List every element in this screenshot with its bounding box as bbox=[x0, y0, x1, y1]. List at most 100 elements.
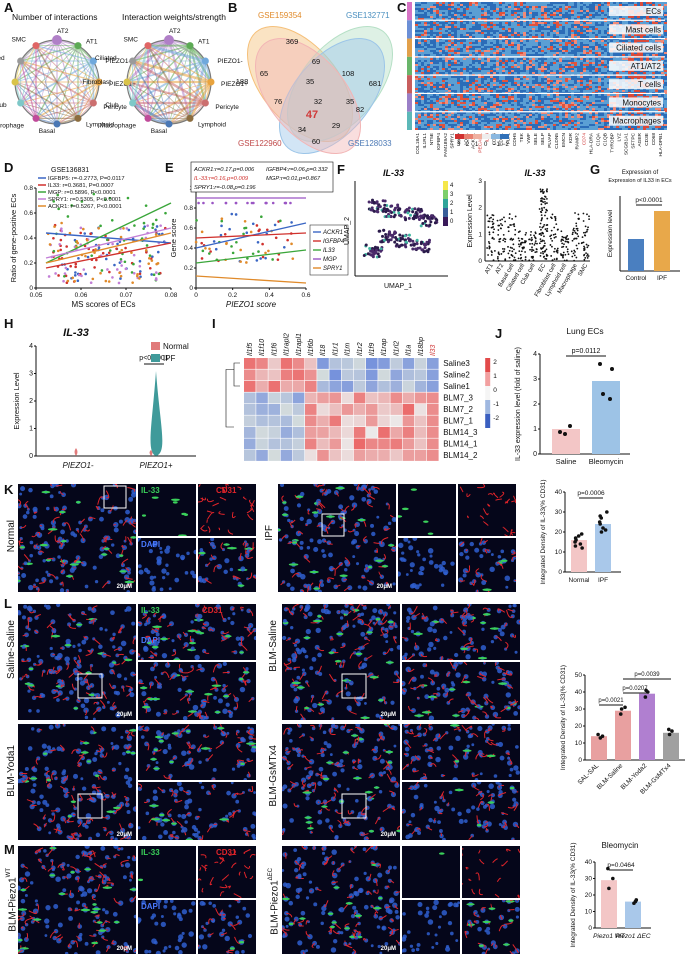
heatmap-cell bbox=[457, 106, 460, 108]
heatmap-cell bbox=[559, 44, 562, 46]
heatmap-cell bbox=[523, 84, 526, 86]
heatmap-cell bbox=[469, 114, 472, 116]
heatmap-cell bbox=[607, 58, 610, 60]
heatmap-cell bbox=[550, 116, 553, 118]
heatmap-cell bbox=[490, 70, 493, 72]
heatmap-cell bbox=[598, 76, 601, 78]
heatmap-cell bbox=[550, 102, 553, 104]
heatmap-cell bbox=[505, 124, 508, 126]
heatmap-cell bbox=[520, 18, 523, 20]
heatmap-cell bbox=[478, 94, 481, 96]
heatmap-cell bbox=[562, 4, 565, 6]
heatmap-cell bbox=[568, 48, 571, 50]
heatmap-cell bbox=[517, 24, 520, 26]
heatmap-cell bbox=[526, 88, 529, 90]
heatmap-cell bbox=[508, 30, 511, 32]
heatmap-cell bbox=[454, 52, 457, 54]
heatmap-cell bbox=[517, 44, 520, 46]
heatmap-cell bbox=[601, 100, 604, 102]
heatmap-cell bbox=[589, 28, 592, 30]
heatmap-cell bbox=[598, 54, 601, 56]
heatmap-cell bbox=[559, 4, 562, 6]
heatmap-cell bbox=[478, 54, 481, 56]
heatmap-cell bbox=[613, 36, 616, 38]
heatmap-cell bbox=[604, 30, 607, 32]
heatmap-cell bbox=[469, 58, 472, 60]
heatmap-cell bbox=[478, 126, 481, 128]
heatmap-cell bbox=[505, 4, 508, 6]
heatmap-cell bbox=[475, 8, 478, 10]
heatmap-cell bbox=[556, 36, 559, 38]
network-edge bbox=[20, 102, 58, 125]
heatmap-cell bbox=[565, 24, 568, 26]
heatmap-cell bbox=[559, 50, 562, 52]
heatmap-cell bbox=[448, 86, 451, 88]
heatmap-cell bbox=[520, 62, 523, 64]
network-node-label: Basal bbox=[151, 128, 168, 135]
heatmap-cell bbox=[610, 34, 613, 36]
heatmap-cell bbox=[439, 2, 442, 4]
heatmap-cell bbox=[532, 76, 535, 78]
heatmap-cell bbox=[436, 2, 439, 4]
heatmap-cell bbox=[511, 44, 514, 46]
network-node-label: Pericyte bbox=[215, 104, 239, 111]
heatmap-cell bbox=[493, 78, 496, 80]
heatmap-cell bbox=[433, 12, 436, 14]
heatmap-cell bbox=[586, 114, 589, 116]
heatmap-cell bbox=[586, 46, 589, 48]
heatmap-cell bbox=[547, 40, 550, 42]
heatmap-cell bbox=[490, 66, 493, 68]
heatmap-cell bbox=[421, 24, 424, 26]
heatmap-cell bbox=[595, 76, 598, 78]
heatmap-cell bbox=[454, 62, 457, 64]
heatmap-cell bbox=[637, 72, 640, 74]
heatmap-cell bbox=[433, 64, 436, 66]
heatmap-cell bbox=[538, 18, 541, 20]
heatmap-cell bbox=[532, 50, 535, 52]
heatmap-cell bbox=[415, 86, 418, 88]
heatmap-cell bbox=[427, 34, 430, 36]
heatmap-cell bbox=[448, 128, 451, 130]
heatmap-cell bbox=[472, 80, 475, 82]
heatmap-cell bbox=[436, 54, 439, 56]
heatmap-cell bbox=[460, 114, 463, 116]
heatmap-cell bbox=[508, 70, 511, 72]
heatmap-cell bbox=[580, 20, 583, 22]
heatmap-cell bbox=[538, 96, 541, 98]
heatmap-cell bbox=[577, 24, 580, 26]
heatmap-cell bbox=[448, 64, 451, 66]
heatmap-cell bbox=[529, 84, 532, 86]
heatmap-cell bbox=[580, 104, 583, 106]
heatmap-cell bbox=[556, 16, 559, 18]
heatmap-cell bbox=[427, 22, 430, 24]
heatmap-cell bbox=[421, 128, 424, 130]
heatmap-cell bbox=[601, 124, 604, 126]
heatmap-cell bbox=[418, 60, 421, 62]
network-node bbox=[144, 42, 152, 50]
heatmap-cell bbox=[604, 76, 607, 78]
heatmap-cell bbox=[445, 46, 448, 48]
heatmap-cell bbox=[571, 120, 574, 122]
heatmap-cell bbox=[580, 108, 583, 110]
heatmap-cell bbox=[613, 20, 616, 22]
heatmap-cell bbox=[586, 112, 589, 114]
heatmap-cell bbox=[547, 28, 550, 30]
heatmap-cell bbox=[625, 78, 628, 80]
heatmap-cell bbox=[610, 70, 613, 72]
heatmap-cell bbox=[571, 128, 574, 130]
heatmap-cell bbox=[637, 40, 640, 42]
heatmap-cell bbox=[577, 110, 580, 112]
heatmap-cell bbox=[607, 14, 610, 16]
heatmap-cell bbox=[454, 108, 457, 110]
heatmap-cell bbox=[469, 96, 472, 98]
heatmap-cell bbox=[427, 88, 430, 90]
heatmap-cell bbox=[430, 68, 433, 70]
heatmap-cell bbox=[583, 8, 586, 10]
heatmap-cell bbox=[445, 96, 448, 98]
heatmap-cell bbox=[586, 26, 589, 28]
heatmap-cell bbox=[448, 4, 451, 6]
heatmap-cell bbox=[601, 120, 604, 122]
heatmap-cell bbox=[568, 126, 571, 128]
heatmap-cell bbox=[604, 108, 607, 110]
heatmap-cell bbox=[589, 54, 592, 56]
